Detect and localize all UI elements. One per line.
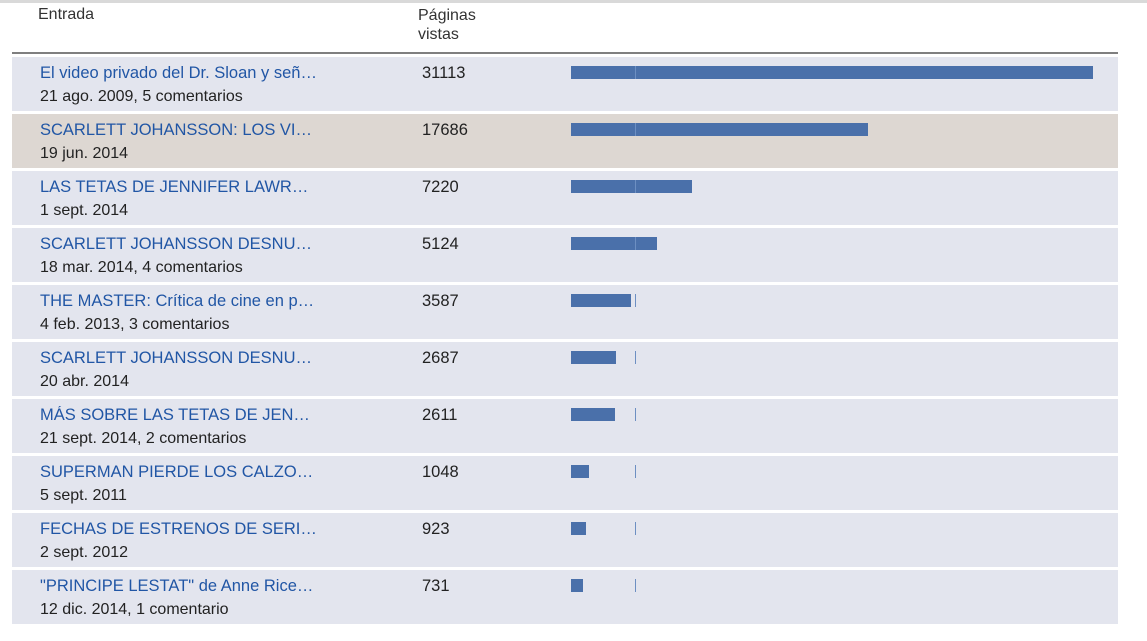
post-meta: 18 mar. 2014, 4 comentarios xyxy=(40,259,243,276)
table-row: El video privado del Dr. Sloan y señ… 21… xyxy=(12,57,1118,111)
post-meta: 20 abr. 2014 xyxy=(40,373,129,390)
page-views-count: 31113 xyxy=(422,64,466,82)
views-bar xyxy=(571,579,636,592)
post-meta: 19 jun. 2014 xyxy=(40,145,129,162)
top-border xyxy=(0,0,1147,3)
page-views-count: 2611 xyxy=(422,406,458,424)
post-title-link[interactable]: LAS TETAS DE JENNIFER LAWR… xyxy=(40,178,309,196)
stats-table: El video privado del Dr. Sloan y señ… 21… xyxy=(12,57,1118,627)
post-meta: 21 sept. 2014, 2 comentarios xyxy=(40,430,247,447)
table-row: THE MASTER: Crítica de cine en p… 4 feb.… xyxy=(12,285,1118,339)
post-title-link[interactable]: El video privado del Dr. Sloan y señ… xyxy=(40,64,317,82)
table-row: MÁS SOBRE LAS TETAS DE JEN… 21 sept. 201… xyxy=(12,399,1118,453)
column-header-views-line1: Páginas xyxy=(418,7,476,24)
views-bar xyxy=(571,465,636,478)
table-row: "PRINCIPE LESTAT" de Anne Rice… 12 dic. … xyxy=(12,570,1118,624)
page-views-count: 2687 xyxy=(422,349,459,367)
post-meta: 4 feb. 2013, 3 comentarios xyxy=(40,316,230,333)
post-title-link[interactable]: SUPERMAN PIERDE LOS CALZO… xyxy=(40,463,314,481)
column-header-views-line2: vistas xyxy=(418,26,459,43)
views-bar xyxy=(571,123,868,136)
post-title-link[interactable]: SCARLETT JOHANSSON DESNU… xyxy=(40,235,312,253)
post-title-link[interactable]: THE MASTER: Crítica de cine en p… xyxy=(40,292,315,310)
post-meta: 2 sept. 2012 xyxy=(40,544,129,561)
views-bar xyxy=(571,237,657,250)
post-title-link[interactable]: FECHAS DE ESTRENOS DE SERI… xyxy=(40,520,317,538)
page-views-count: 7220 xyxy=(422,178,459,196)
post-meta: 5 sept. 2011 xyxy=(40,487,127,504)
views-bar xyxy=(571,294,636,307)
post-title-link[interactable]: SCARLETT JOHANSSON: LOS VI… xyxy=(40,121,313,139)
post-title-link[interactable]: MÁS SOBRE LAS TETAS DE JEN… xyxy=(40,406,310,424)
page-views-count: 1048 xyxy=(422,463,459,481)
page-views-count: 731 xyxy=(422,577,450,595)
post-meta: 1 sept. 2014 xyxy=(40,202,129,219)
views-bar xyxy=(571,522,636,535)
post-title-link[interactable]: SCARLETT JOHANSSON DESNU… xyxy=(40,349,312,367)
views-bar xyxy=(571,66,1093,79)
page-views-count: 5124 xyxy=(422,235,459,253)
table-row: FECHAS DE ESTRENOS DE SERI… 2 sept. 2012… xyxy=(12,513,1118,567)
table-row: LAS TETAS DE JENNIFER LAWR… 1 sept. 2014… xyxy=(12,171,1118,225)
page-views-count: 923 xyxy=(422,520,450,538)
table-row: SCARLETT JOHANSSON DESNU… 20 abr. 2014 2… xyxy=(12,342,1118,396)
page-views-count: 17686 xyxy=(422,121,468,139)
table-row: SCARLETT JOHANSSON DESNU… 18 mar. 2014, … xyxy=(12,228,1118,282)
post-title-link[interactable]: "PRINCIPE LESTAT" de Anne Rice… xyxy=(40,577,314,595)
views-bar xyxy=(571,408,636,421)
post-meta: 12 dic. 2014, 1 comentario xyxy=(40,601,229,618)
column-header-entry: Entrada xyxy=(38,6,95,23)
post-meta: 21 ago. 2009, 5 comentarios xyxy=(40,88,243,105)
page-views-count: 3587 xyxy=(422,292,459,310)
column-header-views: Páginas vistas xyxy=(418,6,476,44)
table-row: SUPERMAN PIERDE LOS CALZO… 5 sept. 2011 … xyxy=(12,456,1118,510)
header-divider xyxy=(12,52,1118,54)
views-bar xyxy=(571,351,636,364)
table-header: Entrada Páginas vistas xyxy=(0,0,1147,56)
table-row: SCARLETT JOHANSSON: LOS VI… 19 jun. 2014… xyxy=(12,114,1118,168)
views-bar xyxy=(571,180,692,193)
